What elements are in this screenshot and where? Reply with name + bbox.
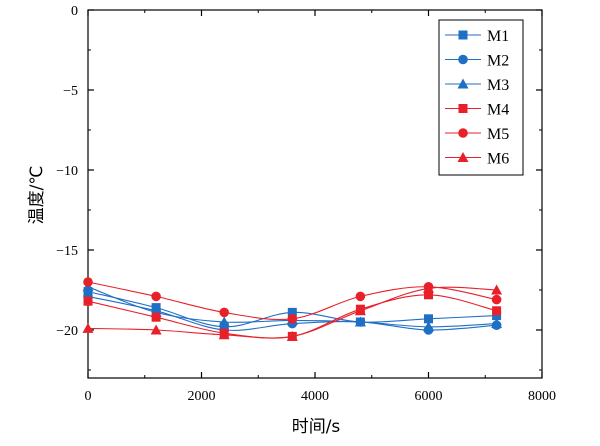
legend-label-M4: M4 [487,102,509,119]
point-M6-0 [82,322,94,333]
y-tick-label-1: −5 [63,84,78,99]
point-M4-5 [424,290,433,300]
point-M6-4 [354,305,366,316]
legend-item-M6: M6 [445,151,509,168]
legend-item-M4: M4 [445,102,509,119]
x-tick-label-3: 6000 [415,389,443,404]
y-tick-label-2: −10 [56,164,78,179]
x-tick-label-2: 4000 [301,389,329,404]
legend-marker-M5 [458,128,468,138]
x-tick-label-4: 8000 [528,389,556,404]
y-tick-label-0: 0 [71,4,78,19]
axes: 0 2000 4000 6000 8000 0 −5 −10 −15 −20 [56,4,556,404]
legend-marker-M1 [458,30,468,40]
series-M6 [82,282,503,341]
point-M6-2 [218,329,230,340]
point-M5-4 [355,291,366,302]
point-M3-4 [354,316,366,327]
series-M3 [82,281,503,332]
x-tick-label-1: 2000 [188,389,216,404]
y-axis-title: 温度/℃ [27,166,47,225]
x-axis-title: 时间/s [292,417,341,437]
point-M6-5 [423,282,434,293]
point-M5-2 [219,307,229,318]
legend-marker-M4 [458,104,468,113]
point-M1-3 [287,307,297,317]
point-M5-6 [491,294,502,305]
point-M5-3 [287,314,298,324]
y-tick-label-3: −15 [56,244,78,259]
legend-item-M3: M3 [445,77,509,94]
point-M6-3 [286,330,298,341]
point-M1-5 [424,314,433,324]
legend-item-M5: M5 [445,126,509,143]
x-tick-label-0: 0 [85,389,92,404]
legend-item-M2: M2 [445,53,509,70]
legend-item-M1: M1 [445,28,509,45]
y-tick-label-4: −20 [56,324,78,339]
point-M6-1 [150,324,162,335]
legend-marker-M2 [458,54,468,65]
point-M4-1 [151,312,161,322]
legend-label-M1: M1 [487,28,509,45]
legend-marker-M6 [457,152,469,162]
point-M5-0 [83,277,93,287]
point-M3-2 [218,316,230,327]
legend-label-M6: M6 [487,151,509,168]
point-M1-6 [492,311,502,321]
series-M5 [83,277,502,324]
legend: M1 M2 M3 M4 M5 M6 [438,19,524,176]
legend-marker-M3 [457,78,469,89]
legend-label-M5: M5 [487,126,509,143]
point-M3-5 [423,321,434,332]
legend-box [438,19,524,176]
point-M4-0 [83,296,93,306]
point-M4-6 [492,306,502,316]
point-M6-6 [491,284,503,295]
point-M5-1 [151,291,161,302]
legend-label-M2: M2 [487,53,509,70]
point-M3-6 [491,318,503,329]
legend-label-M3: M3 [487,77,509,94]
series-layer [82,277,503,341]
